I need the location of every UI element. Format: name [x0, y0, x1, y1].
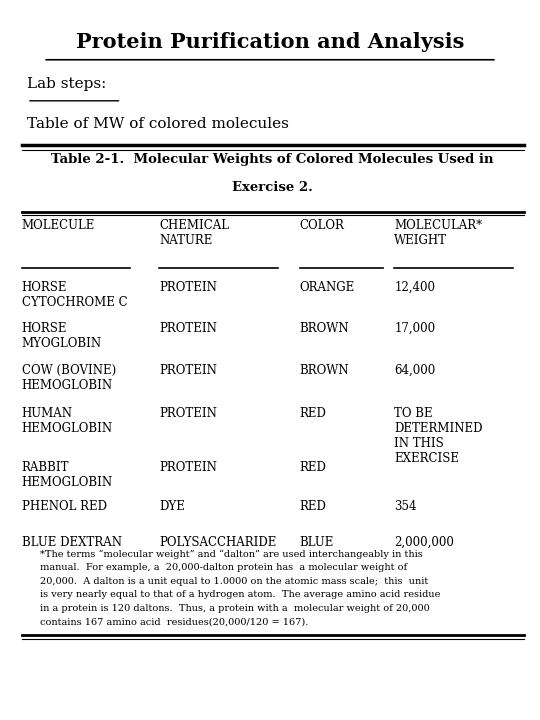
Text: CHEMICAL
NATURE: CHEMICAL NATURE	[159, 219, 230, 247]
Text: PROTEIN: PROTEIN	[159, 461, 217, 474]
Text: BLUE DEXTRAN: BLUE DEXTRAN	[22, 536, 122, 549]
Text: Protein Purification and Analysis: Protein Purification and Analysis	[76, 32, 464, 53]
Text: *The terms “molecular weight” and “dalton” are used interchangeably in this: *The terms “molecular weight” and “dalto…	[40, 549, 423, 559]
Text: PHENOL RED: PHENOL RED	[22, 500, 106, 513]
Text: BLUE: BLUE	[300, 536, 334, 549]
Text: HUMAN
HEMOGLOBIN: HUMAN HEMOGLOBIN	[22, 407, 113, 435]
Text: COW (BOVINE)
HEMOGLOBIN: COW (BOVINE) HEMOGLOBIN	[22, 364, 116, 392]
Text: DYE: DYE	[159, 500, 185, 513]
Text: RED: RED	[300, 407, 327, 420]
Text: 17,000: 17,000	[394, 322, 435, 335]
Text: HORSE
CYTOCHROME C: HORSE CYTOCHROME C	[22, 281, 127, 309]
Text: RABBIT
HEMOGLOBIN: RABBIT HEMOGLOBIN	[22, 461, 113, 489]
Text: HORSE
MYOGLOBIN: HORSE MYOGLOBIN	[22, 322, 102, 350]
Text: contains 167 amino acid  residues(20,000/120 = 167).: contains 167 amino acid residues(20,000/…	[40, 618, 309, 626]
Text: PROTEIN: PROTEIN	[159, 281, 217, 294]
Text: PROTEIN: PROTEIN	[159, 364, 217, 377]
Text: PROTEIN: PROTEIN	[159, 407, 217, 420]
Text: 64,000: 64,000	[394, 364, 435, 377]
Text: RED: RED	[300, 500, 327, 513]
Text: RED: RED	[300, 461, 327, 474]
Text: BROWN: BROWN	[300, 322, 349, 335]
Text: MOLECULE: MOLECULE	[22, 219, 95, 232]
Text: 12,400: 12,400	[394, 281, 435, 294]
Text: Table 2-1.  Molecular Weights of Colored Molecules Used in: Table 2-1. Molecular Weights of Colored …	[51, 153, 494, 166]
Text: Exercise 2.: Exercise 2.	[232, 181, 313, 194]
Text: POLYSACCHARIDE: POLYSACCHARIDE	[159, 536, 276, 549]
Text: 354: 354	[394, 500, 417, 513]
Text: is very nearly equal to that of a hydrogen atom.  The average amino acid residue: is very nearly equal to that of a hydrog…	[40, 590, 441, 599]
Text: in a protein is 120 daltons.  Thus, a protein with a  molecular weight of 20,000: in a protein is 120 daltons. Thus, a pro…	[40, 604, 430, 613]
Text: MOLECULAR*
WEIGHT: MOLECULAR* WEIGHT	[394, 219, 482, 247]
Text: Table of MW of colored molecules: Table of MW of colored molecules	[27, 117, 289, 130]
Text: TO BE
DETERMINED
IN THIS
EXERCISE: TO BE DETERMINED IN THIS EXERCISE	[394, 407, 483, 465]
Text: Lab steps:: Lab steps:	[27, 77, 106, 91]
Text: manual.  For example, a  20,000-dalton protein has  a molecular weight of: manual. For example, a 20,000-dalton pro…	[40, 563, 408, 572]
Text: BROWN: BROWN	[300, 364, 349, 377]
Text: COLOR: COLOR	[300, 219, 345, 232]
Text: 20,000.  A dalton is a unit equal to 1.0000 on the atomic mass scale;  this  uni: 20,000. A dalton is a unit equal to 1.00…	[40, 577, 429, 586]
Text: PROTEIN: PROTEIN	[159, 322, 217, 335]
Text: ORANGE: ORANGE	[300, 281, 355, 294]
Text: 2,000,000: 2,000,000	[394, 536, 454, 549]
